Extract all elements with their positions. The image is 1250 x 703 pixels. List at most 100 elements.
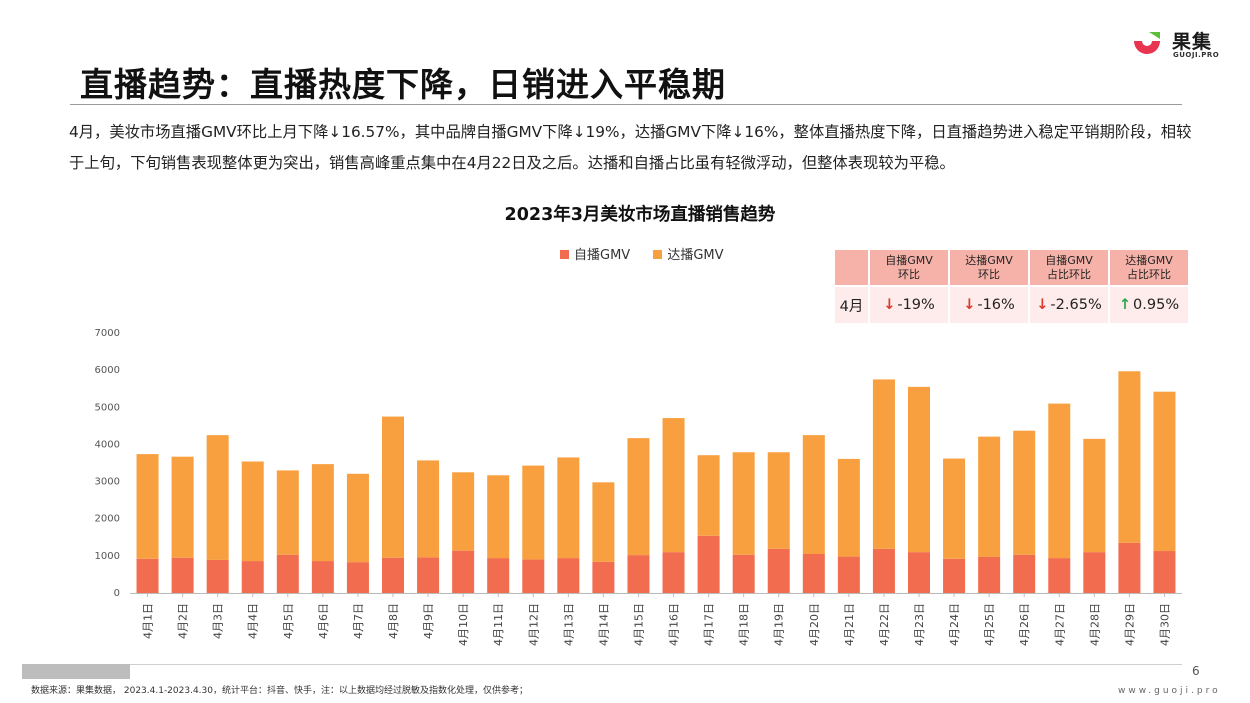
kpi-row-label: 4月 [835, 287, 868, 323]
legend-swatch-talent [653, 250, 663, 259]
bar-self-gmv [206, 559, 229, 593]
kpi-value: 0.95% [1133, 297, 1180, 313]
x-tick-label: 4月17日 [703, 603, 716, 646]
x-tick-label: 4月22日 [878, 603, 891, 646]
kpi-header-line: 自播GMV [1045, 253, 1093, 267]
bar-talent-gmv [978, 436, 1001, 557]
data-source-note: 数据来源：果集数据， 2023.4.1-2023.4.30，统计平台：抖音、快手… [31, 686, 528, 696]
bar-talent-gmv [1083, 438, 1106, 553]
x-tick-label: 4月21日 [843, 603, 856, 646]
kpi-header-talent-share: 达播GMV 占比环比 [1110, 250, 1188, 285]
bar-self-gmv [662, 552, 685, 593]
bar-self-gmv [311, 561, 334, 593]
kpi-header-line: 环比 [898, 267, 920, 281]
bar-talent-gmv [732, 452, 755, 555]
kpi-value-cell: ↓ -16% [950, 287, 1028, 323]
bar-talent-gmv [346, 473, 369, 563]
bar-self-gmv [732, 554, 755, 593]
bar-talent-gmv [417, 460, 440, 558]
bar-talent-gmv [241, 461, 264, 562]
kpi-header-line: 达播GMV [1125, 253, 1173, 267]
x-tick-label: 4月5日 [282, 603, 295, 639]
arrow-up-icon: ↑ [1118, 297, 1132, 313]
brand-subtitle: GUOJI.PRO [1173, 51, 1220, 59]
x-tick-label: 4月25日 [983, 603, 996, 646]
guoji-logo-icon [1134, 32, 1160, 54]
y-tick-label: 5000 [95, 402, 120, 413]
bar-self-gmv [241, 561, 264, 593]
bar-self-gmv [592, 561, 615, 593]
bar-talent-gmv [382, 416, 404, 558]
bar-talent-gmv [1048, 403, 1071, 559]
legend-swatch-self [560, 250, 569, 259]
bar-self-gmv [522, 559, 545, 593]
bar-talent-gmv [697, 455, 720, 536]
bar-talent-gmv [662, 418, 685, 553]
bar-talent-gmv [206, 435, 229, 560]
x-tick-label: 4月23日 [913, 603, 926, 646]
footer-divider [22, 664, 1182, 665]
arrow-down-icon: ↓ [1036, 297, 1049, 313]
title-divider [70, 104, 1182, 105]
footer-accent-bar [22, 664, 130, 679]
bar-self-gmv [276, 554, 299, 593]
bar-talent-gmv [837, 458, 860, 557]
x-tick-label: 4月2日 [177, 603, 190, 639]
kpi-header-line: 自播GMV [885, 253, 933, 267]
x-tick-label: 4月7日 [352, 603, 365, 639]
arrow-down-icon: ↓ [963, 297, 976, 313]
bar-self-gmv [346, 562, 369, 593]
bar-self-gmv [136, 558, 159, 593]
bar-self-gmv [908, 552, 930, 593]
bar-self-gmv [1048, 558, 1071, 593]
bar-talent-gmv [452, 472, 475, 551]
bar-self-gmv [487, 558, 510, 593]
x-tick-label: 4月13日 [562, 603, 575, 646]
kpi-header-talent-mom: 达播GMV 环比 [950, 250, 1028, 285]
bar-self-gmv [1013, 554, 1036, 593]
page-title: 直播趋势：直播热度下降，日销进入平稳期 [80, 65, 726, 104]
bar-self-gmv [382, 557, 404, 593]
bar-self-gmv [1083, 552, 1106, 593]
bar-self-gmv [802, 554, 825, 593]
bar-self-gmv [767, 548, 790, 593]
bar-talent-gmv [872, 379, 895, 549]
y-tick-label: 0 [114, 588, 120, 599]
chart-title: 2023年3月美妆市场直播销售趋势 [504, 205, 776, 225]
y-tick-label: 4000 [95, 439, 120, 450]
chart-legend: 自播GMV 达播GMV [560, 244, 743, 263]
bar-talent-gmv [557, 457, 580, 559]
x-tick-label: 4月15日 [632, 603, 645, 646]
kpi-table: 自播GMV 环比 达播GMV 环比 自播GMV 占比环比 达播GMV 占比环比 4月 ↓… [833, 248, 1190, 325]
brand-logo: 果集 GUOJI.PRO [1130, 27, 1240, 61]
y-tick-label: 2000 [95, 514, 120, 525]
y-tick-label: 6000 [95, 365, 120, 376]
kpi-header-line: 占比环比 [1127, 267, 1171, 281]
bar-self-gmv [978, 556, 1001, 593]
bar-talent-gmv [908, 386, 930, 553]
x-tick-label: 4月20日 [808, 603, 821, 646]
kpi-value-cell: ↑ 0.95% [1110, 287, 1188, 323]
x-tick-label: 4月6日 [317, 603, 330, 639]
page-number: 6 [1192, 664, 1200, 678]
x-tick-label: 4月18日 [738, 603, 751, 646]
bar-self-gmv [943, 558, 966, 593]
kpi-header-self-mom: 自播GMV 环比 [870, 250, 948, 285]
kpi-value-cell: ↓ -19% [870, 287, 948, 323]
bar-talent-gmv [943, 458, 966, 559]
x-tick-label: 4月10日 [457, 603, 470, 646]
x-tick-label: 4月29日 [1123, 603, 1136, 646]
kpi-value-cell: ↓ -2.65% [1030, 287, 1108, 323]
legend-label-talent: 达播GMV [667, 248, 724, 263]
x-tick-label: 4月3日 [212, 603, 225, 639]
bar-talent-gmv [627, 438, 650, 556]
legend-label-self: 自播GMV [574, 248, 631, 263]
kpi-header-line: 占比环比 [1047, 267, 1091, 281]
x-tick-label: 4月11日 [492, 603, 505, 646]
bar-talent-gmv [1013, 430, 1036, 555]
x-tick-label: 4月9日 [422, 603, 435, 639]
bar-talent-gmv [1153, 391, 1176, 552]
y-tick-label: 7000 [95, 328, 120, 339]
bar-talent-gmv [592, 482, 615, 562]
